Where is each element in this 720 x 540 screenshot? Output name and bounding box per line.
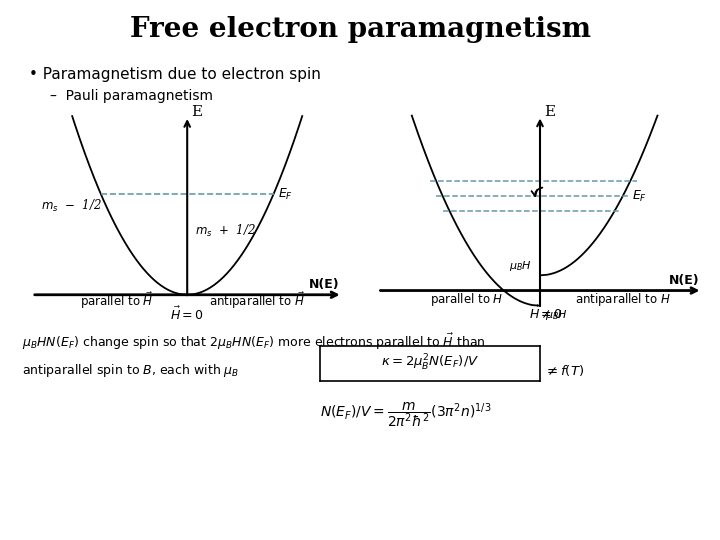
Text: Free electron paramagnetism: Free electron paramagnetism — [130, 16, 590, 43]
Text: $m_s$  $+$  1/2: $m_s$ $+$ 1/2 — [194, 222, 256, 239]
Text: $\vec{H} \neq 0$: $\vec{H} \neq 0$ — [529, 305, 563, 322]
Text: E: E — [544, 105, 556, 119]
Text: $\mu_B HN(E_F)$ change spin so that $2\mu_B HN(E_F)$ more electrons parallel to : $\mu_B HN(E_F)$ change spin so that $2\m… — [22, 332, 485, 353]
Text: E: E — [192, 105, 202, 119]
Text: parallel to $\vec{H}$: parallel to $\vec{H}$ — [430, 289, 503, 309]
Text: antiparallel to $\vec{H}$: antiparallel to $\vec{H}$ — [575, 289, 671, 309]
Text: N(E): N(E) — [309, 278, 340, 291]
Text: N(E): N(E) — [669, 274, 699, 287]
Text: $E_F$: $E_F$ — [279, 186, 294, 201]
Text: $\kappa = 2\mu_B^2 N(E_F)/V$: $\kappa = 2\mu_B^2 N(E_F)/V$ — [381, 353, 480, 373]
Text: $m_s$  $-$  1/2: $m_s$ $-$ 1/2 — [41, 198, 102, 214]
Text: $\neq f(T)$: $\neq f(T)$ — [544, 363, 584, 379]
Text: $N(E_F)/V = \dfrac{m}{2\pi^2\hbar^2}(3\pi^2 n)^{1/3}$: $N(E_F)/V = \dfrac{m}{2\pi^2\hbar^2}(3\p… — [320, 400, 492, 429]
Text: $E_F$: $E_F$ — [632, 188, 647, 204]
Text: antiparallel spin to $B$, each with $\mu_B$: antiparallel spin to $B$, each with $\mu… — [22, 362, 239, 379]
Text: $\mu_B H$: $\mu_B H$ — [510, 259, 532, 273]
Text: –  Pauli paramagnetism: – Pauli paramagnetism — [50, 89, 213, 103]
Text: antiparallel to $\vec{H}$: antiparallel to $\vec{H}$ — [210, 291, 305, 311]
Text: $\vec{H} = 0$: $\vec{H} = 0$ — [170, 306, 204, 323]
Text: • Paramagnetism due to electron spin: • Paramagnetism due to electron spin — [29, 68, 320, 83]
Text: $\mu_B H$: $\mu_B H$ — [545, 308, 568, 322]
Text: parallel to $\vec{H}$: parallel to $\vec{H}$ — [81, 291, 154, 311]
